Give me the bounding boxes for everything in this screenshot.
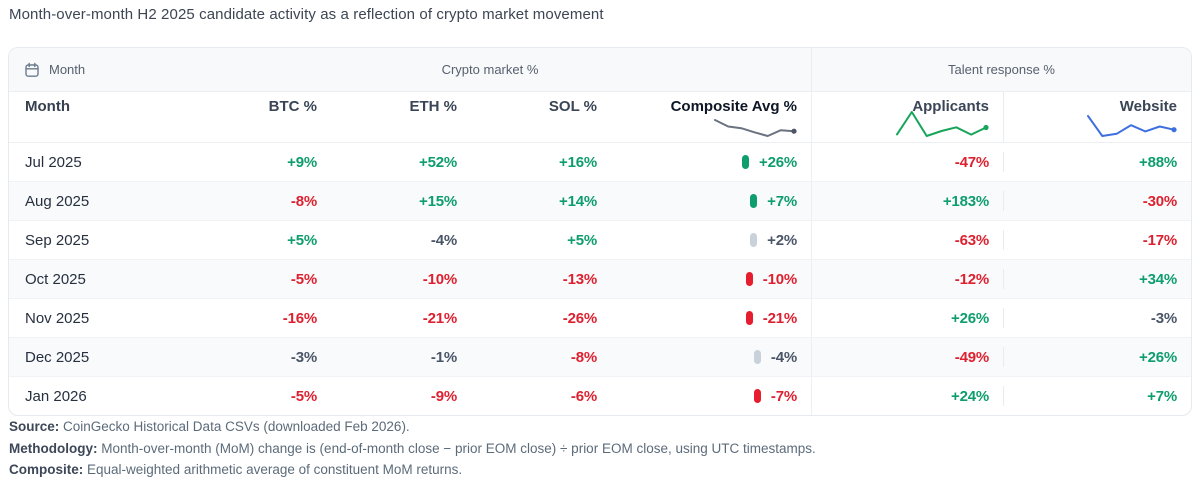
table-row: Aug 2025 -8% +15% +14% +7% +183% -30%: [9, 181, 1191, 220]
composite-cell: +2%: [611, 221, 811, 259]
col-header-btc: BTC %: [268, 98, 317, 115]
sol-cell: -6%: [570, 387, 597, 405]
group-label-month: Month: [49, 62, 86, 77]
btc-cell: +9%: [287, 153, 317, 171]
trend-pill-icon: [742, 155, 750, 169]
sol-cell: -26%: [562, 309, 597, 327]
applicants-cell: +26%: [811, 299, 1003, 337]
website-cell: +88%: [1003, 143, 1191, 181]
btc-cell: -16%: [282, 309, 317, 327]
applicants-sparkline: [896, 111, 989, 137]
footnote-composite: Composite: Equal-weighted arithmetic ave…: [9, 462, 463, 477]
trend-pill-icon: [750, 233, 758, 247]
eth-cell: -9%: [430, 387, 457, 405]
composite-cell: -10%: [611, 260, 811, 298]
col-header-month: Month: [25, 98, 70, 115]
applicants-cell: -49%: [811, 338, 1003, 376]
group-label-crypto: Crypto market %: [441, 62, 539, 77]
eth-cell: -10%: [422, 270, 457, 288]
col-header-applicants: Applicants: [811, 92, 1003, 142]
calendar-icon: [25, 62, 39, 77]
website-cell: +26%: [1003, 338, 1191, 376]
table-row: Dec 2025 -3% -1% -8% -4% -49% +26%: [9, 337, 1191, 376]
trend-pill-icon: [753, 389, 761, 403]
sol-cell: -13%: [562, 270, 597, 288]
month-cell: Jul 2025: [25, 153, 82, 171]
table-row: Jan 2026 -5% -9% -6% -7% +24% +7%: [9, 376, 1191, 415]
sol-cell: -8%: [570, 348, 597, 366]
composite-cell: -4%: [611, 338, 811, 376]
month-cell: Dec 2025: [25, 348, 90, 366]
month-cell: Oct 2025: [25, 270, 86, 288]
eth-cell: -21%: [422, 309, 457, 327]
group-month: Month: [9, 62, 169, 78]
trend-pill-icon: [745, 272, 753, 286]
applicants-cell: -47%: [811, 143, 1003, 181]
month-cell: Jan 2026: [25, 387, 87, 405]
composite-sparkline: [714, 119, 797, 137]
applicants-cell: -63%: [811, 221, 1003, 259]
page-title: Month-over-month H2 2025 candidate activ…: [9, 6, 604, 23]
footnote-methodology: Methodology: Month-over-month (MoM) chan…: [9, 440, 816, 456]
footnote-source: Source: CoinGecko Historical Data CSVs (…: [9, 419, 410, 434]
website-cell: -17%: [1003, 221, 1191, 259]
table-footnotes: Source: CoinGecko Historical Data CSVs (…: [9, 416, 816, 481]
btc-cell: +5%: [287, 231, 317, 249]
sol-cell: +5%: [567, 231, 597, 249]
composite-cell: -7%: [611, 377, 811, 415]
btc-cell: -8%: [290, 192, 317, 210]
composite-cell: +7%: [611, 182, 811, 220]
eth-cell: -4%: [430, 231, 457, 249]
col-header-eth: ETH %: [409, 98, 457, 115]
eth-cell: -1%: [430, 348, 457, 366]
col-header-composite: Composite Avg %: [611, 92, 811, 142]
composite-cell: +26%: [611, 143, 811, 181]
composite-cell: -21%: [611, 299, 811, 337]
table-row: Oct 2025 -5% -10% -13% -10% -12% +34%: [9, 259, 1191, 298]
btc-cell: -3%: [290, 348, 317, 366]
eth-cell: +52%: [419, 153, 457, 171]
website-cell: +7%: [1003, 377, 1191, 415]
group-label-talent: Talent response %: [811, 48, 1191, 91]
month-cell: Aug 2025: [25, 192, 90, 210]
table-row: Jul 2025 +9% +52% +16% +26% -47% +88%: [9, 143, 1191, 181]
btc-cell: -5%: [290, 387, 317, 405]
sol-cell: +16%: [559, 153, 597, 171]
table-group-header: Month Crypto market % Talent response %: [9, 48, 1191, 92]
col-header-sol: SOL %: [548, 98, 597, 115]
table-row: Sep 2025 +5% -4% +5% +2% -63% -17%: [9, 220, 1191, 259]
applicants-cell: -12%: [811, 260, 1003, 298]
website-cell: -3%: [1003, 299, 1191, 337]
website-sparkline: [1087, 115, 1177, 137]
applicants-cell: +183%: [811, 182, 1003, 220]
btc-cell: -5%: [290, 270, 317, 288]
website-cell: +34%: [1003, 260, 1191, 298]
trend-pill-icon: [753, 350, 761, 364]
report-table: Month Crypto market % Talent response % …: [8, 47, 1192, 416]
sol-cell: +14%: [559, 192, 597, 210]
col-header-website: Website: [1003, 92, 1191, 142]
table-body: Jul 2025 +9% +52% +16% +26% -47% +88% Au…: [9, 143, 1191, 415]
eth-cell: +15%: [419, 192, 457, 210]
trend-pill-icon: [750, 194, 758, 208]
table-column-header: Month BTC % ETH % SOL % Composite Avg % …: [9, 92, 1191, 143]
table-row: Nov 2025 -16% -21% -26% -21% +26% -3%: [9, 298, 1191, 337]
month-cell: Nov 2025: [25, 309, 90, 327]
website-cell: -30%: [1003, 182, 1191, 220]
trend-pill-icon: [745, 311, 753, 325]
applicants-cell: +24%: [811, 377, 1003, 415]
month-cell: Sep 2025: [25, 231, 90, 249]
